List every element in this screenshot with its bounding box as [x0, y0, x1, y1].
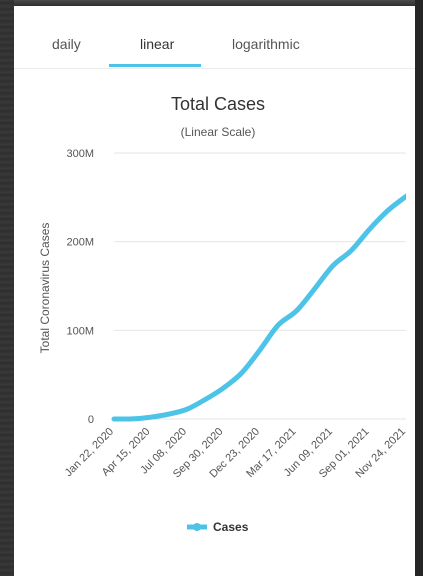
chart-legend[interactable]: Cases — [187, 520, 249, 534]
active-tab-indicator — [109, 64, 201, 67]
y-axis-label: Total Coronavirus Cases — [38, 223, 52, 354]
y-tick-label: 0 — [88, 414, 94, 426]
window-frame-left — [0, 0, 14, 576]
series-line-cases[interactable] — [111, 184, 415, 422]
legend-marker-cases — [193, 523, 201, 531]
tab-daily[interactable]: daily — [52, 36, 81, 52]
total-cases-chart: Total Cases (Linear Scale) Total Coronav… — [38, 94, 415, 534]
chart-title: Total Cases — [171, 94, 265, 114]
scale-tabs: daily linear logarithmic — [14, 6, 415, 69]
chart-subtitle: (Linear Scale) — [181, 125, 256, 139]
legend-label-cases: Cases — [213, 520, 249, 534]
window-frame-top — [0, 0, 423, 6]
chart-card: daily linear logarithmic Total Cases (Li… — [14, 6, 415, 576]
y-tick-label: 200M — [66, 237, 94, 249]
y-tick-label: 100M — [66, 325, 94, 337]
window-frame-right — [415, 0, 423, 576]
tab-linear[interactable]: linear — [140, 36, 175, 52]
y-tick-label: 300M — [66, 148, 94, 160]
tab-logarithmic[interactable]: logarithmic — [232, 36, 300, 52]
